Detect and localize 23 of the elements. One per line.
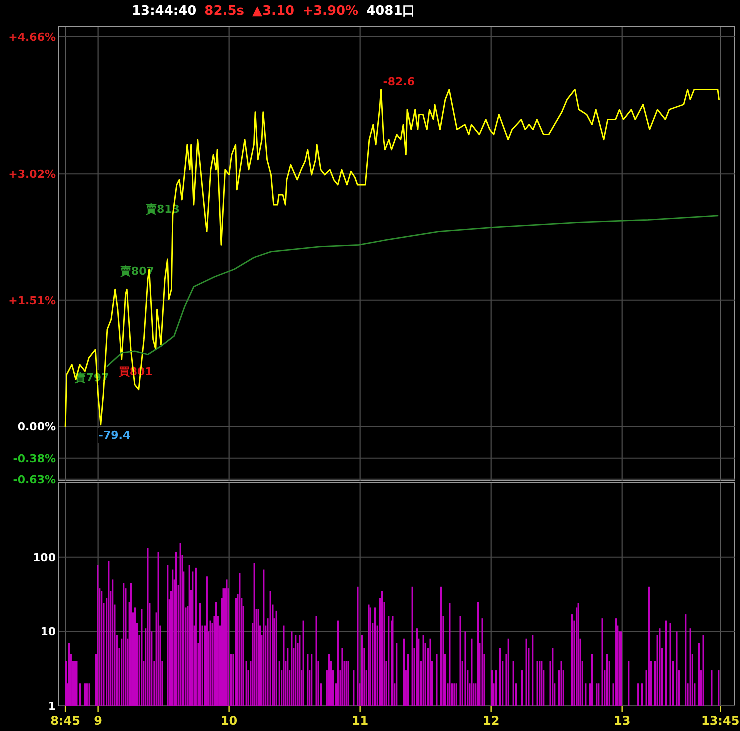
text: +3.90% — [302, 4, 359, 19]
x-tick-label: 13:45 — [701, 714, 740, 728]
text: 13:44:40 — [132, 4, 197, 19]
y-tick-label: +1.51% — [8, 294, 56, 308]
x-tick-label: 10 — [220, 714, 238, 728]
x-tick-label: 9 — [94, 714, 102, 728]
y-tick-label: 10 — [40, 626, 56, 639]
x-tick-label: 8:45 — [50, 714, 80, 728]
annotation: -79.4 — [98, 428, 131, 442]
text: 4081口 — [366, 4, 416, 19]
y-tick-label: -0.38% — [13, 452, 56, 466]
y-tick-label: +4.66% — [8, 31, 56, 44]
y-tick-label: 0.00% — [18, 420, 56, 434]
y-tick-label: 100 — [33, 551, 56, 564]
y-tick-label: 1 — [48, 700, 56, 713]
x-tick-label: 13 — [614, 714, 631, 728]
x-tick-label: 11 — [352, 714, 369, 728]
y-tick-label: -0.63% — [13, 473, 56, 486]
x-tick-label: 12 — [482, 714, 500, 728]
text: 82.5s — [204, 4, 245, 19]
text: ▲3.10 — [252, 4, 295, 19]
y-tick-label: +3.02% — [8, 168, 56, 182]
annotation: -82.6 — [383, 76, 416, 89]
